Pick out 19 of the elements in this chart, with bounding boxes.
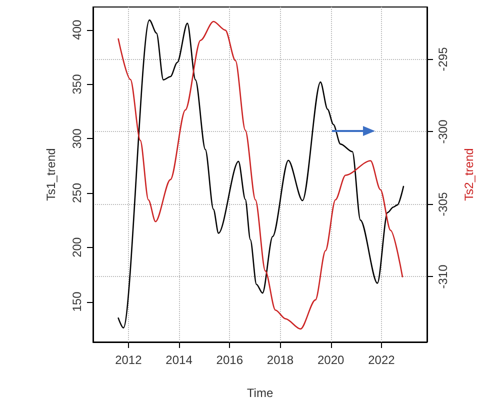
y-tick-label: 400 [70,20,84,40]
x-tick-label: 2016 [216,353,244,367]
x-tick-label: 2014 [166,353,193,367]
y-axis-title: Ts1_trend [44,148,58,201]
x-tick-label: 2012 [115,353,142,367]
y2-tick-label: -295 [436,46,450,72]
y2-tick-label: -310 [436,264,450,289]
x-tick-label: 2022 [368,353,396,367]
y-tick-label: 350 [70,74,84,94]
y2-tick-label: -300 [436,119,450,144]
y-tick-label: 200 [70,237,84,258]
y-tick-label: 300 [70,128,84,149]
y-tick-label: 150 [70,291,84,312]
x-tick-label: 2020 [317,353,345,367]
y2-tick-label: -305 [436,192,450,216]
y-tick-label: 250 [70,182,84,204]
y2-axis-title: Ts2_trend [462,148,476,201]
x-tick-label: 2018 [266,353,294,367]
x-axis-title: Time [246,386,274,400]
